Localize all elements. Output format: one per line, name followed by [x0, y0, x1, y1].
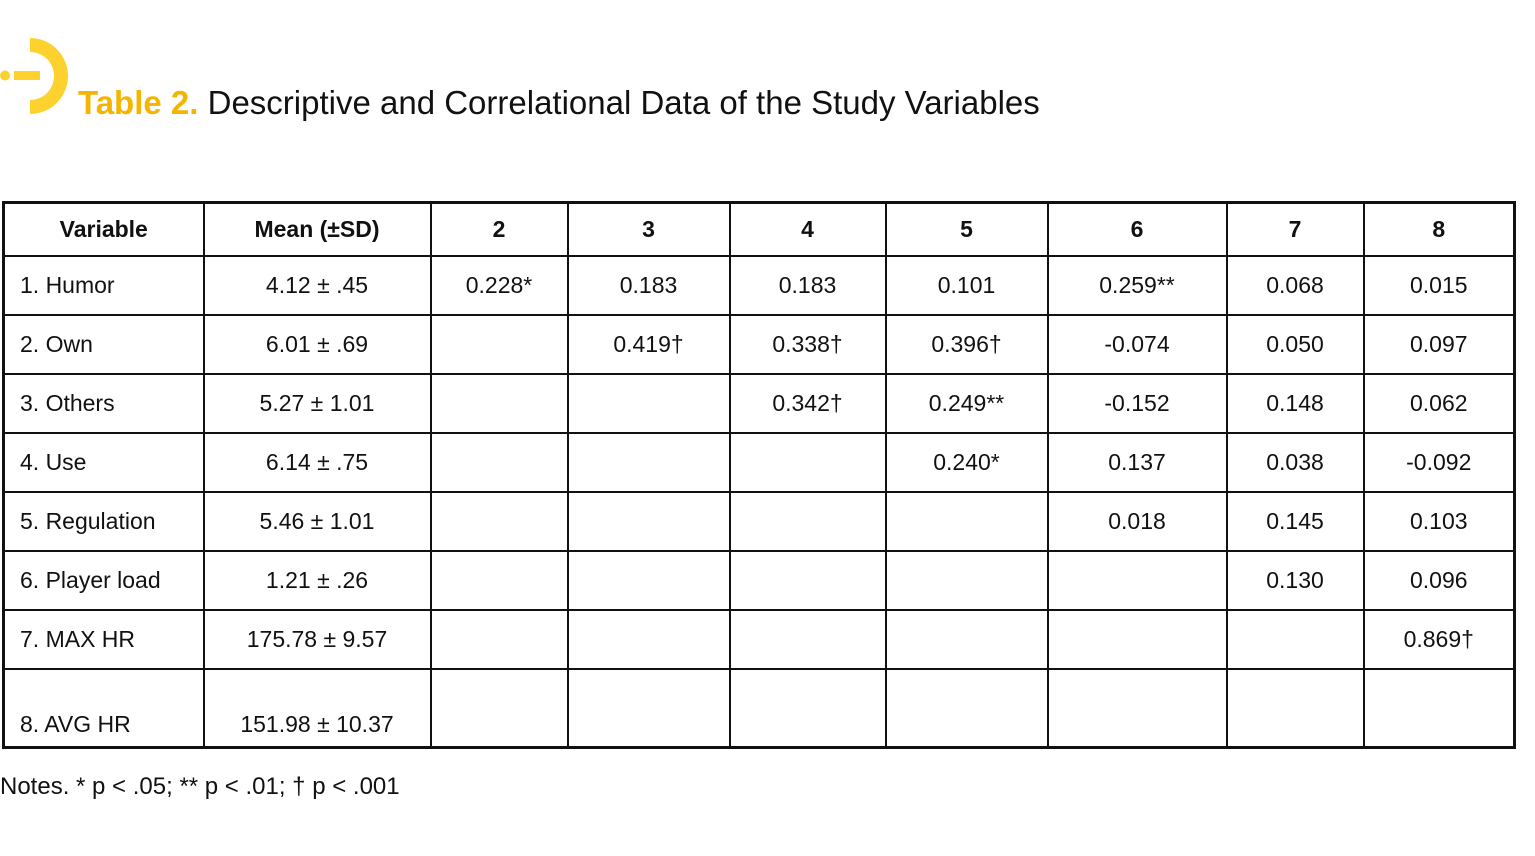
correlation-cell — [429, 373, 569, 434]
mean-cell: 5.46 ± 1.01 — [202, 491, 432, 552]
correlation-cell: 0.097 — [1362, 314, 1516, 375]
correlation-cell — [884, 609, 1049, 670]
correlation-cell — [429, 432, 569, 493]
column-header: Variable — [2, 201, 205, 257]
column-header: 6 — [1046, 201, 1228, 257]
variable-cell: 4. Use — [2, 432, 205, 493]
correlation-cell — [566, 491, 731, 552]
correlation-cell: 0.062 — [1362, 373, 1516, 434]
correlation-cell: 0.038 — [1225, 432, 1365, 493]
correlation-cell: 0.183 — [728, 255, 887, 316]
correlation-cell: 0.419† — [566, 314, 731, 375]
column-header: 2 — [429, 201, 569, 257]
mean-cell: 1.21 ± .26 — [202, 550, 432, 611]
correlation-cell: 0.068 — [1225, 255, 1365, 316]
table-caption: Descriptive and Correlational Data of th… — [207, 84, 1040, 121]
mean-cell: 151.98 ± 10.37 — [202, 668, 432, 749]
table-row: 4. Use 6.14 ± .75 0.240* 0.137 0.038 -0.092 — [2, 432, 1516, 493]
table-notes: Notes. * p < .05; ** p < .01; † p < .001 — [0, 773, 400, 800]
variable-cell: 1. Humor — [2, 255, 205, 316]
column-header: 3 — [566, 201, 731, 257]
correlation-cell — [728, 491, 887, 552]
correlation-cell — [566, 668, 731, 749]
correlation-cell — [429, 550, 569, 611]
correlation-cell — [884, 550, 1049, 611]
correlation-cell — [429, 668, 569, 749]
mean-cell: 5.27 ± 1.01 — [202, 373, 432, 434]
correlation-cell: 0.130 — [1225, 550, 1365, 611]
correlation-cell: 0.183 — [566, 255, 731, 316]
logo-icon — [0, 38, 68, 114]
mean-cell: 175.78 ± 9.57 — [202, 609, 432, 670]
correlation-cell: 0.342† — [728, 373, 887, 434]
column-header: 4 — [728, 201, 887, 257]
correlation-cell — [1046, 609, 1228, 670]
correlation-cell: 0.228* — [429, 255, 569, 316]
table-row: 8. AVG HR 151.98 ± 10.37 — [2, 668, 1516, 749]
variable-cell: 3. Others — [2, 373, 205, 434]
correlation-cell: 0.249** — [884, 373, 1049, 434]
correlation-cell — [884, 491, 1049, 552]
correlation-cell — [429, 314, 569, 375]
correlation-cell: 0.869† — [1362, 609, 1516, 670]
correlation-cell: 0.018 — [1046, 491, 1228, 552]
correlation-cell: 0.103 — [1362, 491, 1516, 552]
correlation-cell — [1362, 668, 1516, 749]
correlation-cell — [1046, 550, 1228, 611]
correlation-cell: 0.050 — [1225, 314, 1365, 375]
table-row: 5. Regulation 5.46 ± 1.01 0.018 0.145 0.103 — [2, 491, 1516, 552]
table-row: 1. Humor 4.12 ± .45 0.228* 0.183 0.183 0.101 0… — [2, 255, 1516, 316]
correlation-cell: -0.152 — [1046, 373, 1228, 434]
table-row: 7. MAX HR 175.78 ± 9.57 0.869† — [2, 609, 1516, 670]
correlation-cell — [1046, 668, 1228, 749]
correlation-cell: 0.396† — [884, 314, 1049, 375]
table-label: Table 2. — [78, 84, 199, 121]
correlation-cell: 0.137 — [1046, 432, 1228, 493]
correlation-cell: 0.240* — [884, 432, 1049, 493]
variable-cell: 5. Regulation — [2, 491, 205, 552]
correlation-cell: -0.092 — [1362, 432, 1516, 493]
correlation-cell — [566, 432, 731, 493]
correlation-cell — [429, 609, 569, 670]
correlation-cell — [728, 668, 887, 749]
correlation-cell — [566, 373, 731, 434]
correlation-cell — [1225, 668, 1365, 749]
column-header: 5 — [884, 201, 1049, 257]
correlation-cell: 0.145 — [1225, 491, 1365, 552]
correlation-cell: 0.338† — [728, 314, 887, 375]
column-header: 7 — [1225, 201, 1365, 257]
correlation-cell — [884, 668, 1049, 749]
table-title: Table 2. Descriptive and Correlational D… — [78, 84, 1040, 122]
correlation-cell — [728, 609, 887, 670]
table-row: 6. Player load 1.21 ± .26 0.130 0.096 — [2, 550, 1516, 611]
variable-cell: 6. Player load — [2, 550, 205, 611]
table-row: 2. Own 6.01 ± .69 0.419† 0.338† 0.396† -0.074… — [2, 314, 1516, 375]
column-header: Mean (±SD) — [202, 201, 432, 257]
header-row: Variable Mean (±SD) 2 3 4 5 6 7 8 — [2, 201, 1516, 257]
correlation-cell — [429, 491, 569, 552]
correlation-cell: 0.101 — [884, 255, 1049, 316]
correlation-table: Variable Mean (±SD) 2 3 4 5 6 7 8 1. Humor 4.12 ±… — [2, 201, 1516, 749]
correlation-cell — [728, 550, 887, 611]
correlation-cell — [1225, 609, 1365, 670]
correlation-cell — [728, 432, 887, 493]
variable-cell: 2. Own — [2, 314, 205, 375]
correlation-cell — [566, 609, 731, 670]
correlation-cell: -0.074 — [1046, 314, 1228, 375]
variable-cell: 7. MAX HR — [2, 609, 205, 670]
correlation-cell — [566, 550, 731, 611]
mean-cell: 6.14 ± .75 — [202, 432, 432, 493]
mean-cell: 6.01 ± .69 — [202, 314, 432, 375]
mean-cell: 4.12 ± .45 — [202, 255, 432, 316]
table-row: 3. Others 5.27 ± 1.01 0.342† 0.249** -0.152 0… — [2, 373, 1516, 434]
variable-cell: 8. AVG HR — [2, 668, 205, 749]
column-header: 8 — [1362, 201, 1516, 257]
correlation-cell: 0.096 — [1362, 550, 1516, 611]
correlation-cell: 0.015 — [1362, 255, 1516, 316]
correlation-cell: 0.259** — [1046, 255, 1228, 316]
correlation-cell: 0.148 — [1225, 373, 1365, 434]
